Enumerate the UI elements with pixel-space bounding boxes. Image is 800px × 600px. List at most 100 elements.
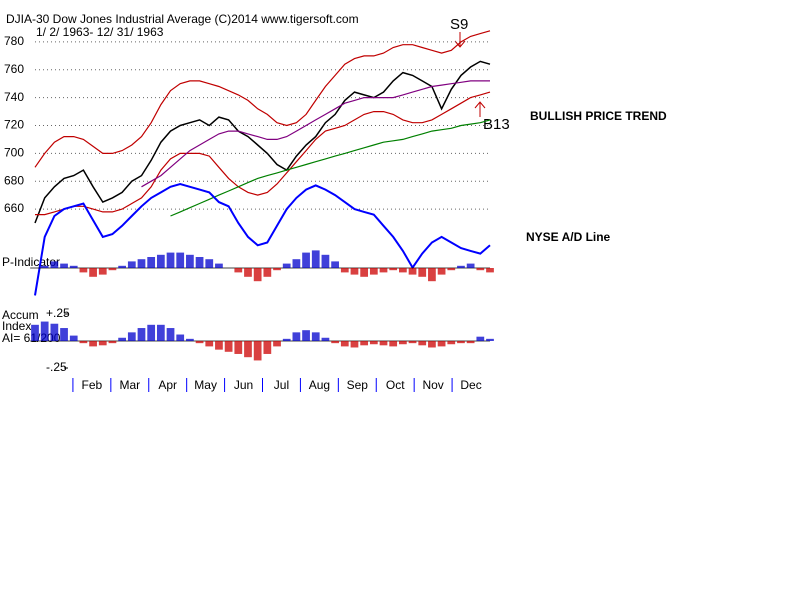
x-tick-label: Mar [119, 378, 140, 392]
bar [127, 261, 136, 268]
bar [253, 341, 262, 361]
bar [137, 259, 146, 268]
bar [486, 268, 494, 273]
bar [340, 268, 349, 273]
bar [224, 341, 233, 352]
series-line [34, 60, 491, 224]
bar [350, 341, 359, 348]
panel-title: P-Indicator [2, 255, 60, 269]
chart-title: DJIA-30 Dow Jones Industrial Average (C)… [6, 12, 359, 26]
x-tick-label: Dec [460, 378, 481, 392]
x-tick-label: Aug [309, 378, 330, 392]
bar [69, 265, 78, 268]
legend-entry: NYSE A/D Line [526, 230, 611, 244]
bar [186, 254, 194, 268]
bar [263, 268, 272, 277]
bar [340, 341, 349, 347]
bar [263, 341, 272, 354]
bar [166, 328, 175, 341]
bar [360, 268, 369, 277]
x-tick-label: Apr [158, 378, 177, 392]
bar [166, 252, 175, 268]
series-line [141, 80, 490, 188]
panel-title: Index [2, 319, 31, 333]
bar [195, 257, 204, 268]
bar [379, 341, 388, 346]
bar [302, 330, 310, 341]
bar [79, 341, 88, 344]
bar [40, 321, 49, 341]
x-tick-label: Jul [274, 378, 289, 392]
bar [40, 265, 49, 268]
bar [476, 268, 485, 271]
bar [350, 268, 359, 275]
bar [418, 341, 427, 346]
bar [428, 341, 436, 348]
bar [176, 334, 185, 341]
bar [215, 341, 223, 350]
bar [408, 268, 417, 275]
bar [418, 268, 427, 277]
bar [282, 338, 291, 341]
bar [215, 263, 223, 268]
bar [89, 341, 97, 347]
bar [466, 341, 475, 344]
bar [127, 332, 136, 341]
bar [399, 341, 407, 345]
bar [60, 263, 68, 268]
y-tick-label: 660 [4, 201, 24, 215]
annotation: BULLISH PRICE TREND [530, 109, 667, 123]
bar [118, 265, 126, 268]
bar [302, 252, 310, 268]
annotation: S9 [450, 16, 468, 33]
x-tick-label: Jun [234, 378, 253, 392]
bar [311, 250, 320, 268]
y-tick-label: +.25 [46, 306, 70, 320]
bar [31, 324, 39, 341]
bar [50, 323, 59, 341]
x-tick-label: Sep [347, 378, 369, 392]
bar [447, 341, 456, 345]
bar [156, 324, 165, 341]
y-tick-label: 680 [4, 173, 24, 187]
x-tick-label: Feb [82, 378, 103, 392]
chart-subtitle: 1/ 2/ 1963- 12/ 31/ 1963 [36, 25, 164, 39]
y-tick-label: 740 [4, 90, 24, 104]
bar [50, 261, 59, 268]
bar [186, 338, 194, 341]
bar [331, 341, 339, 344]
bar [234, 341, 243, 354]
series-line [170, 119, 491, 217]
bar [137, 328, 146, 341]
bar [437, 341, 446, 347]
y-tick-label: -.25 [46, 360, 67, 374]
bar [437, 268, 446, 275]
bar [98, 341, 107, 346]
bar [108, 268, 117, 271]
bar [273, 341, 281, 347]
bar [244, 341, 252, 358]
bar [466, 263, 475, 268]
bar [369, 341, 378, 345]
bar [79, 268, 88, 273]
series-line [35, 91, 491, 216]
bar [176, 252, 185, 268]
bar [195, 341, 204, 344]
bar [244, 268, 252, 277]
bar [399, 268, 407, 273]
bar [60, 328, 68, 341]
buy-arrow [474, 101, 486, 117]
y-tick-label: 700 [4, 146, 24, 160]
y-tick-label: 780 [4, 34, 24, 48]
bar [447, 268, 456, 271]
y-tick-label: 760 [4, 62, 24, 76]
bar [476, 336, 485, 341]
bar [98, 268, 107, 275]
bar [321, 337, 330, 341]
x-tick-label: Oct [386, 378, 405, 392]
bar [457, 265, 465, 268]
bar [282, 263, 291, 268]
bar [147, 257, 156, 268]
